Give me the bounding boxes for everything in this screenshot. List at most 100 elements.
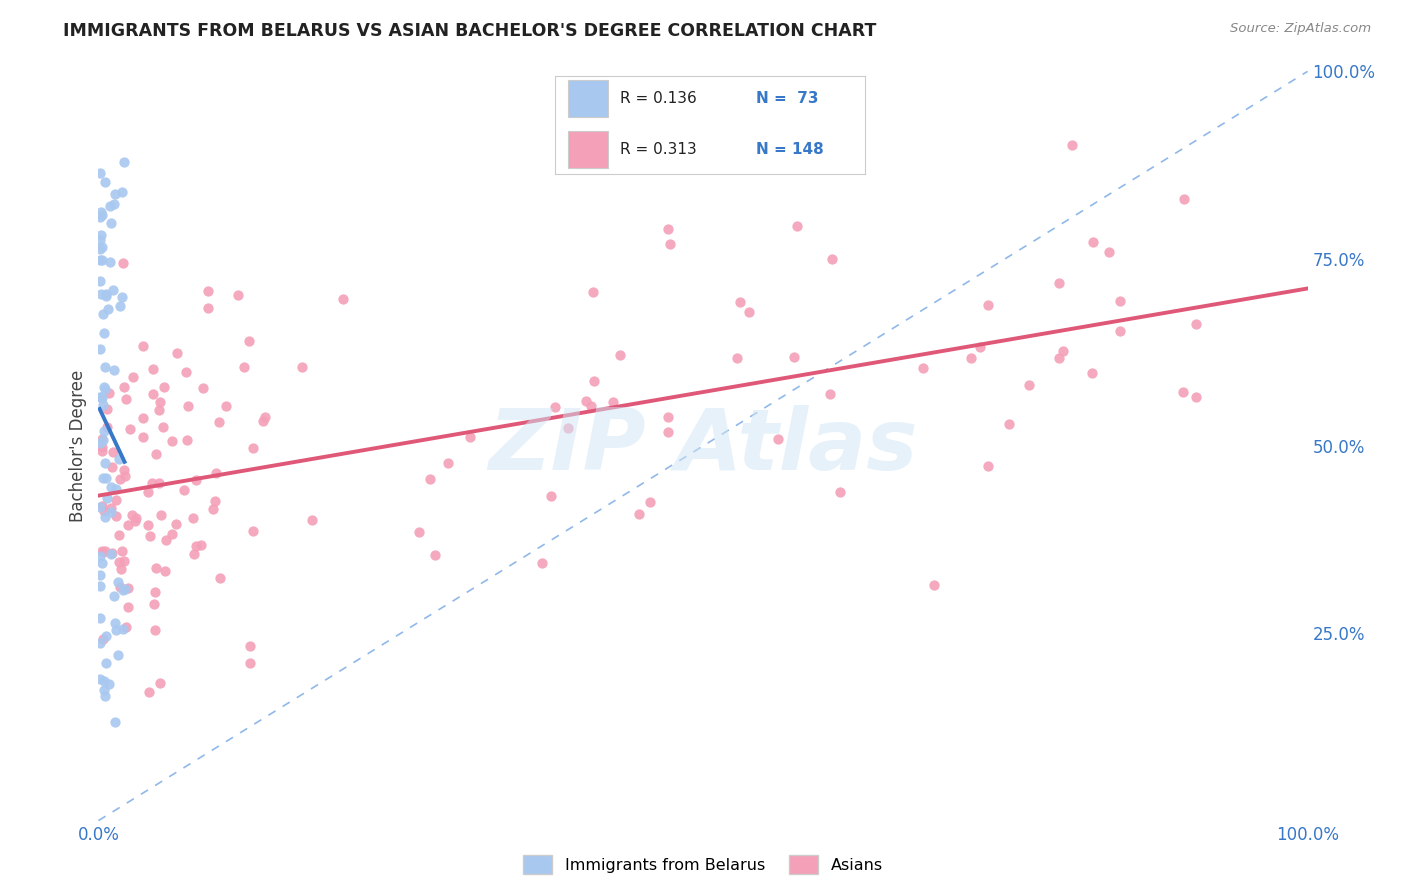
Point — [657, 410, 679, 425]
Point — [202, 502, 225, 516]
Point — [105, 624, 128, 638]
Point — [96, 491, 118, 506]
Point — [544, 401, 567, 415]
Point — [1185, 390, 1208, 404]
Point — [1098, 245, 1121, 260]
Point — [627, 508, 650, 522]
Point — [110, 562, 132, 576]
Point — [165, 517, 187, 532]
Point — [96, 401, 118, 416]
Point — [531, 556, 554, 570]
Point — [582, 285, 605, 299]
Point — [408, 524, 430, 539]
Point — [112, 380, 135, 394]
Point — [100, 480, 122, 494]
Point — [253, 409, 276, 424]
Point — [89, 166, 111, 180]
Point — [96, 419, 118, 434]
Point — [112, 154, 135, 169]
Point — [93, 689, 115, 703]
Point — [91, 392, 114, 406]
Text: Source: ZipAtlas.com: Source: ZipAtlas.com — [1230, 22, 1371, 36]
Text: N = 148: N = 148 — [756, 142, 824, 157]
Point — [177, 399, 200, 413]
Point — [138, 685, 160, 699]
Point — [291, 359, 314, 374]
Point — [204, 493, 226, 508]
Point — [90, 390, 112, 404]
Point — [90, 205, 112, 219]
Point — [659, 236, 682, 251]
Point — [136, 518, 159, 533]
Point — [93, 674, 115, 689]
Point — [94, 509, 117, 524]
Point — [90, 228, 112, 243]
Point — [94, 544, 117, 558]
Point — [90, 287, 112, 301]
Point — [89, 673, 111, 687]
Point — [108, 452, 131, 467]
Point — [108, 471, 131, 485]
Point — [725, 351, 748, 365]
Point — [786, 219, 808, 234]
Point — [193, 381, 215, 395]
Point — [111, 290, 134, 304]
Point — [89, 436, 111, 450]
Point — [174, 365, 197, 379]
Point — [575, 393, 598, 408]
Point — [103, 616, 125, 631]
Point — [103, 284, 125, 298]
Point — [1083, 235, 1105, 249]
Point — [136, 485, 159, 500]
Point — [160, 434, 183, 449]
Point — [93, 326, 115, 340]
Point — [149, 676, 172, 690]
Point — [124, 511, 146, 525]
Point — [830, 485, 852, 500]
Point — [1173, 192, 1195, 206]
Point — [145, 447, 167, 461]
Point — [1018, 378, 1040, 392]
Point — [91, 500, 114, 514]
Point — [143, 624, 166, 638]
Point — [998, 417, 1021, 432]
Point — [100, 546, 122, 560]
Point — [184, 473, 207, 487]
Point — [181, 511, 204, 525]
Point — [117, 581, 139, 595]
Point — [89, 636, 111, 650]
Point — [91, 252, 114, 267]
Point — [118, 422, 141, 436]
Point — [91, 544, 114, 558]
Point — [107, 555, 129, 569]
Point — [94, 382, 117, 396]
Point — [132, 339, 155, 353]
Point — [103, 714, 125, 729]
Point — [155, 533, 177, 548]
Point — [91, 440, 114, 454]
Point — [89, 500, 111, 514]
Point — [657, 425, 679, 440]
Point — [89, 549, 111, 563]
Point — [969, 340, 991, 354]
Point — [94, 630, 117, 644]
Point — [97, 301, 120, 316]
Point — [105, 508, 128, 523]
Point — [657, 221, 679, 235]
Point — [93, 359, 115, 374]
Point — [436, 456, 458, 470]
Point — [124, 514, 146, 528]
Point — [91, 432, 114, 446]
Point — [108, 299, 131, 313]
Point — [148, 475, 170, 490]
Point — [112, 582, 135, 597]
Point — [131, 430, 153, 444]
Point — [638, 494, 661, 508]
Point — [960, 351, 983, 365]
Point — [145, 561, 167, 575]
Point — [91, 444, 114, 458]
Point — [89, 242, 111, 256]
Point — [911, 360, 934, 375]
Point — [89, 579, 111, 593]
Point — [89, 390, 111, 404]
